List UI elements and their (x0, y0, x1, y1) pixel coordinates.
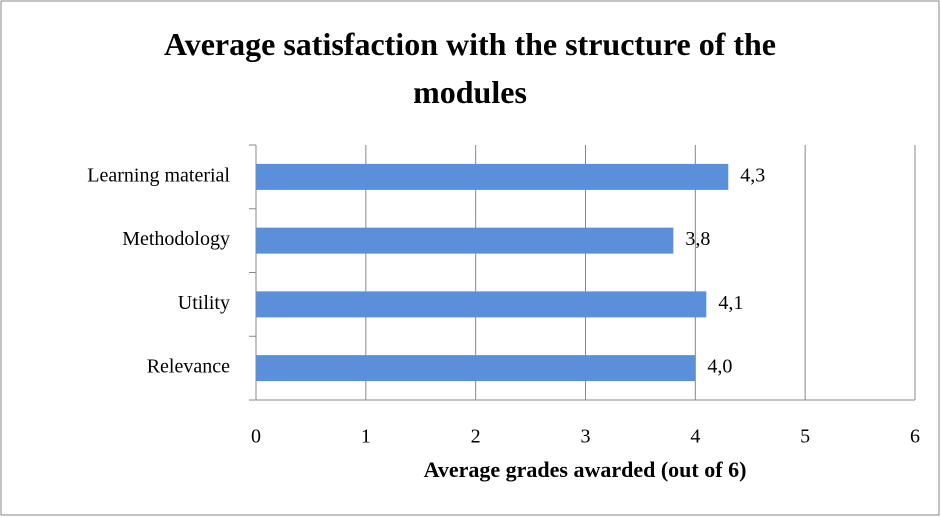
value-label: 4,3 (740, 164, 765, 186)
value-label: 4,0 (707, 356, 732, 378)
chart-title: Average satisfaction with the structure … (163, 26, 776, 110)
y-tick-label: Utility (178, 292, 230, 314)
value-label: 3,8 (685, 228, 710, 250)
bar (256, 227, 674, 254)
x-tick-label: 0 (251, 426, 261, 448)
y-tick-label: Learning material (87, 164, 230, 186)
x-tick-label: 6 (910, 426, 920, 448)
x-tick-label: 5 (800, 426, 810, 448)
x-axis-label: Average grades awarded (out of 6) (424, 457, 747, 482)
bar (256, 355, 696, 382)
x-tick-label: 1 (361, 426, 371, 448)
x-tick-label: 2 (471, 426, 481, 448)
y-tick-label: Methodology (122, 228, 230, 250)
y-tick-label: Relevance (147, 356, 230, 378)
x-tick-label: 3 (581, 426, 591, 448)
x-tick-label: 4 (690, 426, 700, 448)
bar (256, 291, 707, 318)
value-label: 4,1 (718, 292, 743, 314)
bar (256, 163, 729, 190)
